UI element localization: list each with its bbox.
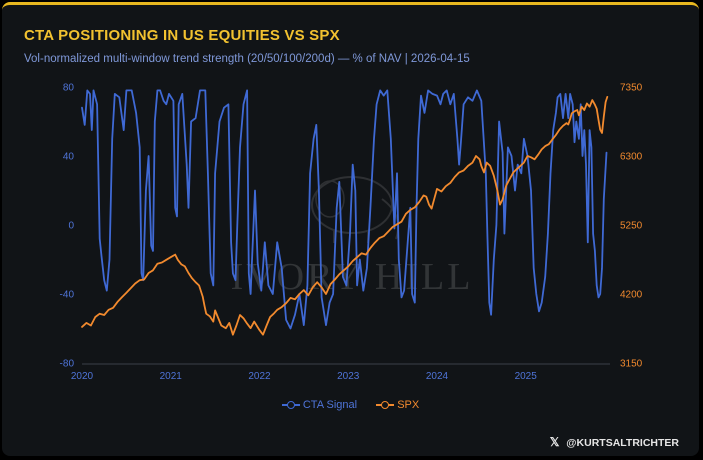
y-left-tick-label-0: 0 (68, 221, 74, 232)
legend-cta-marker-icon (281, 400, 300, 410)
x-logo-icon: 𝕏 (549, 435, 560, 449)
x-tick-label-2025: 2025 (515, 371, 538, 382)
legend: CTA Signal SPX (2, 399, 699, 411)
y-right-tick-label-7350: 7350 (620, 83, 643, 94)
legend-cta-label: CTA Signal (302, 399, 358, 411)
legend-item-cta[interactable]: CTA Signal (281, 399, 358, 411)
y-right-tick-label-6300: 6300 (620, 152, 643, 163)
chart-subtitle: Vol-normalized multi-window trend streng… (24, 53, 470, 65)
series-line-cta-signal (81, 89, 608, 330)
y-right-tick-label-4200: 4200 (620, 290, 643, 301)
x-tick-label-2020: 2020 (71, 371, 94, 382)
x-tick-label-2023: 2023 (337, 371, 360, 382)
chart-card: CTA POSITIONING IN US EQUITIES VS SPX Vo… (2, 2, 699, 456)
y-left-tick-label-40: 40 (63, 152, 75, 163)
y-left-tick-label--80: -80 (60, 359, 75, 370)
y-right-tick-label-3150: 3150 (620, 359, 643, 370)
author-credit[interactable]: 𝕏 @KURTSALTRICHTER (550, 435, 679, 449)
series-layer (81, 89, 609, 336)
y-right-tick-label-5250: 5250 (620, 221, 643, 232)
y-left-tick-label-80: 80 (63, 83, 75, 94)
author-handle: @KURTSALTRICHTER (566, 437, 679, 449)
series-line-spx (81, 96, 609, 336)
axes: 2020 2021 2022 2023 2024 2025 80 40 0 -40 -80 7350 6… (60, 83, 643, 383)
chart-canvas: IVORY HILL 2020 2021 2022 2023 2024 202580400… (60, 83, 643, 383)
legend-spx-marker-icon (376, 400, 395, 410)
x-tick-label-2024: 2024 (426, 371, 449, 382)
y-left-tick-label--40: -40 (60, 290, 75, 301)
legend-spx-label: SPX (397, 399, 420, 411)
legend-item-spx[interactable]: SPX (376, 399, 419, 411)
chart-title: CTA POSITIONING IN US EQUITIES VS SPX (24, 27, 340, 44)
x-tick-label-2021: 2021 (160, 371, 183, 382)
x-tick-label-2022: 2022 (248, 371, 271, 382)
